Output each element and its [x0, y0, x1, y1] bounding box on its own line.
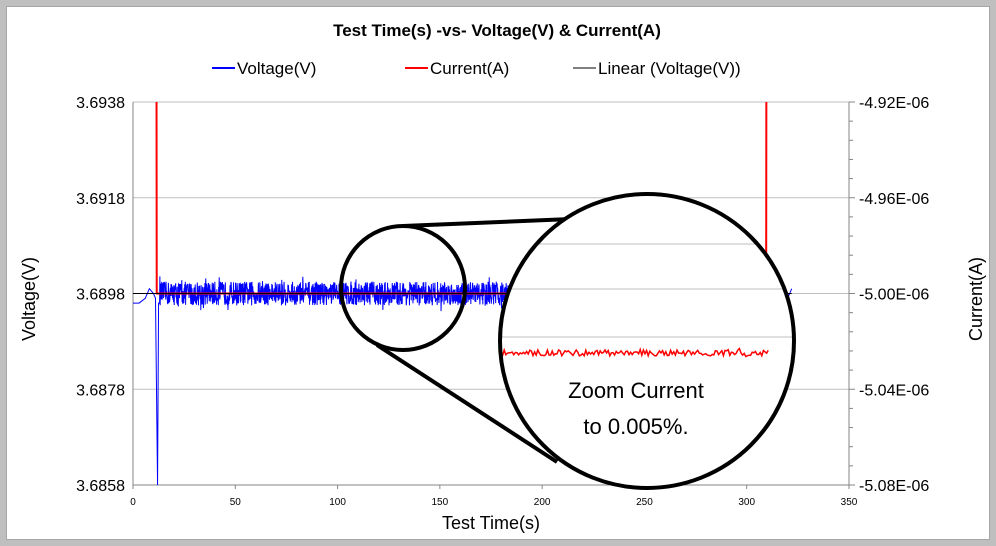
zoom-annotation-line1: Zoom Current	[568, 378, 704, 403]
chart-title: Test Time(s) -vs- Voltage(V) & Current(A…	[333, 21, 661, 40]
zoom-annotation-line2: to 0.005%.	[583, 414, 688, 439]
y2-axis-title: Current(A)	[966, 257, 986, 341]
y-axis-title: Voltage(V)	[19, 257, 39, 341]
y-tick-label: 3.6858	[76, 478, 125, 495]
y-tick-label: 3.6918	[76, 191, 125, 208]
x-tick-label: 350	[841, 497, 858, 508]
chart-svg: Test Time(s) -vs- Voltage(V) & Current(A…	[19, 21, 986, 533]
y-tick-label: 3.6938	[76, 95, 125, 112]
chart-frame: Test Time(s) -vs- Voltage(V) & Current(A…	[6, 6, 990, 540]
x-tick-label: 300	[738, 497, 755, 508]
y-tick-label: 3.6878	[76, 382, 125, 399]
x-tick-label: 250	[636, 497, 653, 508]
x-tick-label: 200	[534, 497, 551, 508]
y2-tick-label: -4.92E-06	[859, 95, 929, 112]
zoom-lens-circle	[498, 192, 796, 490]
zoom-lens-content	[500, 243, 794, 359]
legend-current-label: Current(A)	[430, 59, 509, 78]
y2-tick-label: -5.04E-06	[859, 382, 929, 399]
x-tick-label: 100	[329, 497, 346, 508]
x-axis-title: Test Time(s)	[442, 513, 540, 533]
y2-tick-label: -5.00E-06	[859, 287, 929, 304]
y2-tick-label: -4.96E-06	[859, 191, 929, 208]
legend-linear-label: Linear (Voltage(V))	[598, 59, 741, 78]
x-tick-label: 50	[230, 497, 242, 508]
x-tick-label: 0	[130, 497, 136, 508]
zoom-connector-bottom	[375, 343, 559, 464]
zoom-source-circle	[339, 224, 467, 352]
legend-voltage-label: Voltage(V)	[237, 59, 316, 78]
x-tick-label: 150	[432, 497, 449, 508]
y2-tick-label: -5.08E-06	[859, 478, 929, 495]
y-tick-label: 3.6898	[76, 287, 125, 304]
tick-labels: 3.6858 -5.08E-06 3.6878 -5.04E-06 3.6898 -5.0…	[76, 95, 929, 508]
zoom-callout: Zoom Current to 0.005%.	[339, 192, 796, 490]
zoom-current-trace	[500, 347, 769, 359]
zoom-lens-fill	[500, 194, 794, 488]
legend: Voltage(V) Current(A) Linear (Voltage(V)…	[212, 59, 741, 78]
